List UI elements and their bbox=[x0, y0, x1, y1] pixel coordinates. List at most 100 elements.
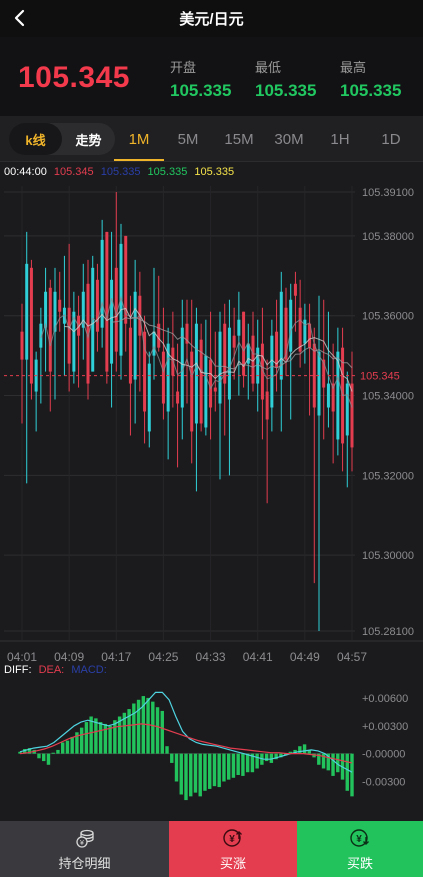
chart-area[interactable]: 00:44:00 105.345 105.335 105.335 105.335… bbox=[0, 163, 423, 823]
candle-body bbox=[128, 327, 132, 384]
candle-body bbox=[227, 327, 231, 400]
macd-bar bbox=[198, 753, 202, 797]
tab-30m[interactable]: 30M bbox=[274, 130, 304, 148]
candle-body bbox=[279, 291, 283, 380]
macd-y-tick-label: -0.00300 bbox=[362, 777, 405, 789]
macd-bar bbox=[174, 753, 179, 782]
y-tick-label: 105.39100 bbox=[362, 187, 414, 199]
x-tick-label: 04:57 bbox=[337, 650, 367, 664]
candle-body bbox=[166, 343, 170, 412]
macd-bar bbox=[132, 703, 136, 754]
macd-bar bbox=[189, 753, 193, 797]
chevron-left-icon[interactable] bbox=[8, 7, 30, 29]
candle-body bbox=[180, 327, 184, 408]
candle-body bbox=[293, 283, 297, 296]
macd-bar bbox=[279, 753, 283, 758]
candle-body bbox=[72, 311, 76, 372]
macd-bar bbox=[245, 753, 250, 773]
candle-body bbox=[209, 359, 213, 408]
candle-body bbox=[147, 363, 151, 432]
svg-text:¥: ¥ bbox=[80, 840, 84, 847]
tab-5m[interactable]: 5M bbox=[177, 130, 199, 148]
candle-body bbox=[345, 383, 349, 436]
yen-up-icon: ¥ bbox=[223, 828, 242, 847]
last-price: 105.345 bbox=[18, 61, 130, 94]
tab-trend[interactable]: 走势 bbox=[75, 132, 102, 148]
candle-body bbox=[308, 323, 312, 348]
y-tick-label: 105.34000 bbox=[362, 391, 414, 403]
macd-bar bbox=[170, 753, 174, 763]
macd-bar bbox=[151, 701, 155, 754]
tab-1d[interactable]: 1D bbox=[381, 130, 401, 148]
macd-bar bbox=[89, 716, 93, 754]
candle-body bbox=[204, 355, 208, 428]
candle-body bbox=[232, 335, 236, 348]
candle-body bbox=[157, 323, 161, 348]
candle-body bbox=[242, 311, 246, 376]
macd-bar bbox=[56, 749, 60, 754]
candle-body bbox=[317, 351, 321, 416]
tab-1h[interactable]: 1H bbox=[330, 130, 350, 148]
candle-body bbox=[298, 307, 302, 352]
macd-y-tick-label: -0.00000 bbox=[362, 749, 405, 761]
macd-legend-diff: DIFF: bbox=[4, 664, 32, 676]
buy-up-button[interactable]: ¥ 买涨 bbox=[169, 821, 297, 877]
chart-tabs: k线 走势 1M 5M 15M 30M 1H 1D bbox=[0, 116, 423, 162]
chart-background bbox=[0, 179, 423, 679]
macd-y-tick-label: +0.00600 bbox=[362, 693, 408, 705]
candle-body bbox=[331, 383, 335, 412]
macd-bar bbox=[113, 720, 117, 754]
ma-line bbox=[64, 307, 353, 392]
candle-body bbox=[133, 291, 137, 380]
y-tick-label: 105.28100 bbox=[362, 626, 414, 638]
svg-text:¥: ¥ bbox=[229, 834, 235, 845]
candle-body bbox=[251, 335, 255, 384]
positions-label: 持仓明细 bbox=[58, 855, 111, 871]
action-bar: ¥ 持仓明细 ¥ 买涨 ¥ 买跌 bbox=[0, 821, 423, 877]
macd-bar bbox=[127, 709, 131, 754]
positions-button[interactable]: ¥ 持仓明细 bbox=[0, 821, 169, 877]
macd-bar bbox=[79, 727, 84, 754]
quote-panel: 105.345 开盘 105.335 最低 105.335 最高 105.335 bbox=[0, 37, 423, 116]
candle-body bbox=[81, 291, 85, 328]
macd-legend: DIFF: DEA: MACD: bbox=[4, 664, 111, 676]
macd-bar bbox=[84, 722, 89, 754]
candle-body bbox=[270, 335, 274, 408]
macd-bar bbox=[222, 753, 226, 782]
svg-text:¥: ¥ bbox=[356, 834, 362, 845]
candle-body bbox=[48, 287, 52, 372]
y-tick-label: 105.38000 bbox=[362, 231, 414, 243]
legend-ma1: 105.345 bbox=[53, 166, 94, 178]
low-label: 最低 bbox=[255, 60, 282, 75]
macd-bar bbox=[250, 753, 255, 773]
candle-body bbox=[143, 331, 147, 412]
tab-15m[interactable]: 15M bbox=[224, 130, 254, 148]
macd-bar bbox=[350, 753, 354, 797]
last-price-label: 105.345 bbox=[360, 371, 400, 383]
macd-bar bbox=[65, 740, 70, 754]
candle-body bbox=[289, 299, 293, 352]
open-stat: 开盘 105.335 bbox=[170, 57, 231, 101]
macd-bar bbox=[179, 753, 183, 795]
x-tick-label: 04:49 bbox=[290, 650, 320, 664]
ma-legend: 00:44:00 105.345 105.335 105.335 105.335 bbox=[4, 166, 238, 178]
candle-body bbox=[105, 231, 109, 372]
candle-body bbox=[350, 383, 354, 448]
buy-down-button[interactable]: ¥ 买跌 bbox=[297, 821, 423, 877]
candle-body bbox=[100, 239, 104, 328]
page-title: 美元/日元 bbox=[179, 11, 244, 28]
macd-bar bbox=[184, 753, 188, 801]
macd-bar bbox=[37, 753, 41, 759]
macd-bar bbox=[331, 753, 335, 776]
candle-body bbox=[95, 279, 99, 332]
buy-up-label: 买涨 bbox=[219, 855, 246, 871]
high-label: 最高 bbox=[340, 60, 367, 75]
macd-bar bbox=[122, 712, 127, 754]
x-tick-label: 04:25 bbox=[148, 650, 178, 664]
macd-bar bbox=[241, 753, 245, 776]
macd-bar bbox=[208, 753, 212, 789]
macd-bar bbox=[27, 748, 32, 754]
tab-kline[interactable]: k线 bbox=[9, 123, 62, 155]
macd-bar bbox=[298, 746, 302, 754]
tab-1m[interactable]: 1M bbox=[128, 130, 150, 148]
